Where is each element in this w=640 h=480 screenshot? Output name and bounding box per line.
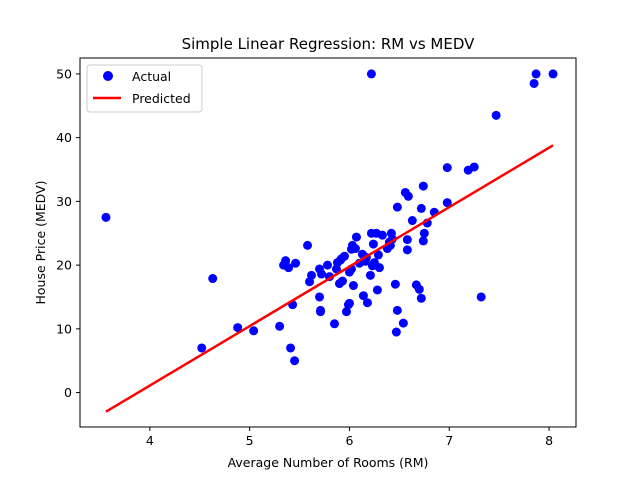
data-point-actual [418,236,428,246]
x-axis-ticks: 4 5 6 7 8 [146,427,553,448]
data-point-actual [233,323,243,333]
data-point-actual [374,263,384,273]
data-point-actual [307,270,317,280]
x-tick-label: 4 [146,433,154,448]
data-point-actual [414,284,424,294]
data-point-actual [416,293,426,303]
y-tick-label: 50 [56,66,72,81]
y-tick-label: 10 [56,321,72,336]
data-point-actual [392,305,402,315]
data-point-actual [316,307,326,317]
data-point-actual [491,110,501,120]
data-point-actual [442,198,452,208]
data-point-actual [442,163,452,173]
data-point-actual [290,356,300,366]
data-point-actual [529,78,539,88]
data-point-actual [208,274,218,284]
data-point-actual [329,319,339,329]
data-point-actual [391,327,401,337]
x-axis-label: Average Number of Rooms (RM) [228,455,429,470]
y-tick-label: 20 [56,258,72,273]
data-point-actual [317,269,327,279]
data-point-actual [402,245,412,255]
data-point-actual [339,251,349,261]
data-point-actual [373,250,383,260]
data-point-actual [418,181,428,191]
data-point-actual [398,318,408,328]
axes-frame [79,57,577,428]
data-point-actual [403,191,413,201]
y-tick-label: 0 [64,385,72,400]
data-point-actual [351,232,361,242]
regression-line-predicted [105,144,554,413]
data-point-actual [323,260,332,270]
data-point-actual [348,281,358,291]
data-point-actual [281,256,291,266]
data-point-actual [284,263,294,273]
data-point-actual [407,216,417,226]
x-tick-label: 5 [246,433,254,448]
legend-box [86,64,203,113]
y-axis-ticks: 0 10 20 30 40 50 [56,66,80,400]
x-tick-label: 7 [445,433,453,448]
data-point-actual [337,276,347,286]
data-point-actual [390,279,400,289]
legend-label-predicted: Predicted [132,91,191,106]
data-point-actual [531,69,541,79]
data-point-actual [416,203,426,213]
data-point-actual [372,285,382,295]
data-point-actual [341,307,351,317]
data-point-actual [377,230,387,240]
data-point-actual [392,202,402,212]
plot-area [101,69,558,413]
y-tick-label: 40 [56,130,72,145]
data-point-actual [303,240,313,250]
y-tick-label: 30 [56,194,72,209]
data-point-actual [249,326,259,336]
data-point-actual [419,228,429,238]
data-point-actual [362,298,372,308]
data-point-actual [366,69,376,79]
y-axis-label: House Price (MEDV) [33,180,48,304]
data-point-actual [476,292,486,302]
data-point-actual [101,212,111,222]
data-point-actual [548,69,558,79]
data-point-actual [368,239,378,249]
data-point-actual [315,292,325,302]
data-point-actual [197,343,207,353]
legend: Actual Predicted [86,64,203,113]
x-tick-label: 6 [345,433,353,448]
data-point-actual [286,343,296,353]
data-point-actual [402,235,412,245]
legend-label-actual: Actual [132,69,171,84]
chart-title: Simple Linear Regression: RM vs MEDV [182,35,476,53]
x-tick-label: 8 [545,433,553,448]
data-point-actual [344,298,354,308]
data-point-actual [275,321,285,331]
data-point-actual [358,291,368,301]
data-point-actual [350,244,360,254]
data-point-actual [291,258,301,268]
legend-marker-actual [103,71,113,81]
data-point-actual [469,162,479,172]
data-point-actual [365,270,375,280]
